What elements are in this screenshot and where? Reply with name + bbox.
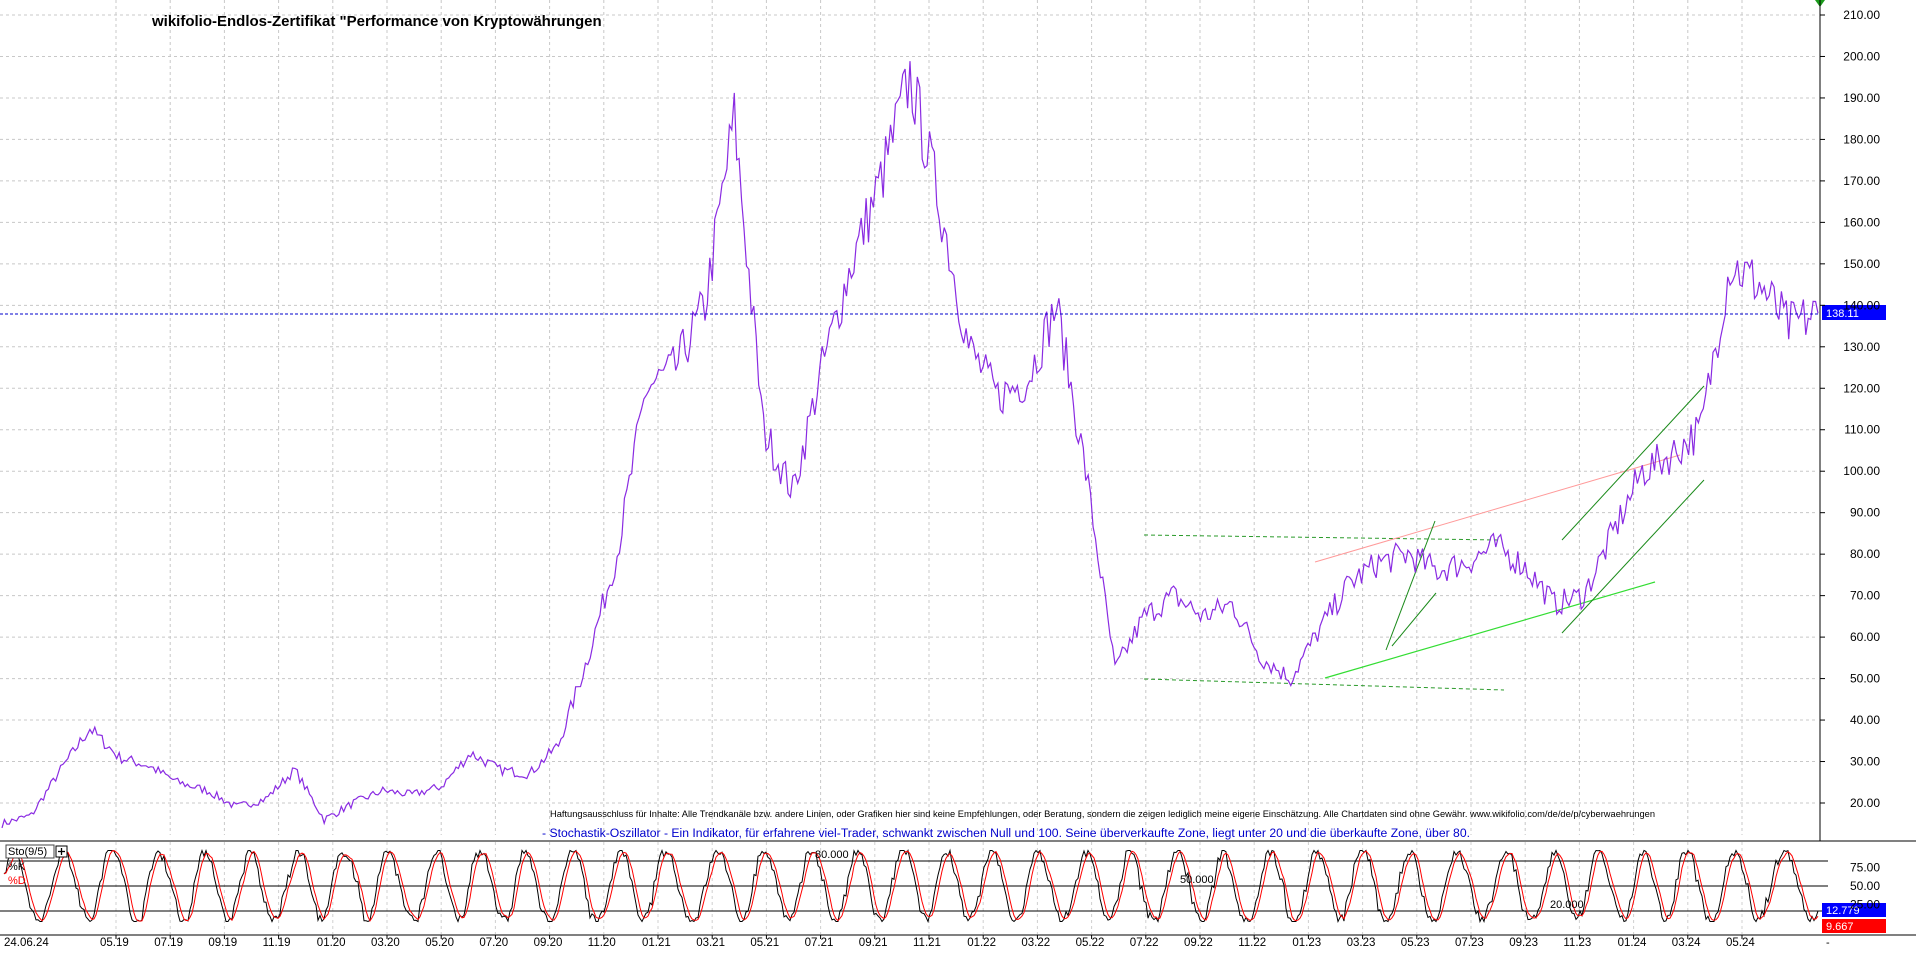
- y-tick-label: 100.00: [1843, 464, 1880, 478]
- x-tick-label: 03.23: [1347, 937, 1376, 948]
- sto-d-value: 9.667: [1826, 921, 1854, 933]
- y-tick-label: 70.00: [1850, 589, 1880, 603]
- sto-k-line: [3, 848, 1819, 924]
- trend-lines: [1143, 385, 1705, 691]
- sto-level-50-label: 50.000: [1180, 874, 1214, 886]
- y-tick-label: 190.00: [1843, 91, 1880, 105]
- stochastic-y-axis: 75.00 50.00 25.00: [1850, 861, 1880, 912]
- x-axis: 24.06.24 05.19 07.19 09.19 11.19 01.20 03.20 05…: [4, 935, 1755, 949]
- x-tick-label: 03.20: [371, 937, 400, 948]
- x-tick-label: 03.24: [1672, 937, 1701, 948]
- x-tick-label: 09.22: [1184, 937, 1213, 948]
- y-tick-label: 170.00: [1843, 174, 1880, 188]
- x-tick-label: 09.19: [208, 937, 237, 948]
- channel-line-b: [1391, 592, 1437, 647]
- x-axis-corner-label: -: [1826, 937, 1830, 948]
- y-tick-label: 80.00: [1850, 547, 1880, 561]
- y-tick-label: 160.00: [1843, 215, 1880, 229]
- plus-box-icon[interactable]: [55, 845, 68, 858]
- x-tick-label: 01.23: [1292, 937, 1321, 948]
- y-tick-label: 180.00: [1843, 132, 1880, 146]
- sto-d-badge: [1822, 919, 1886, 933]
- sto-title-box: [5, 844, 55, 859]
- y-tick-label: 140.00: [1843, 298, 1880, 312]
- y-tick-label: 40.00: [1850, 713, 1880, 727]
- sto-k-value: 12.779: [1826, 905, 1860, 917]
- y-tick-label: 20.00: [1850, 796, 1880, 810]
- x-tick-label: 07.20: [479, 937, 508, 948]
- y-tick-label: 110.00: [1844, 423, 1880, 437]
- sto-k-legend: %K: [8, 861, 26, 873]
- sto-y-tick-label: 50.00: [1850, 879, 1880, 893]
- x-tick-label: 01.21: [642, 937, 671, 948]
- x-tick-label: 01.22: [967, 937, 996, 948]
- x-tick-label: 11.23: [1563, 937, 1591, 948]
- x-tick-label: 11.21: [913, 937, 941, 948]
- y-tick-label: 210.00: [1843, 8, 1880, 22]
- sto-d-line: [3, 850, 1819, 922]
- y-tick-label: 30.00: [1850, 755, 1880, 769]
- x-tick-label: 11.19: [263, 937, 291, 948]
- x-tick-label: 09.21: [859, 937, 888, 948]
- x-tick-label: 11.20: [588, 937, 616, 948]
- disclaimer-text: Haftungsausschluss für Inhalte: Alle Tre…: [550, 809, 1655, 820]
- sto-title: Sto(9/5): [8, 846, 47, 858]
- x-tick-label: 11.22: [1238, 937, 1266, 948]
- channel-line-c: [1561, 385, 1705, 541]
- y-tick-label: 130.00: [1843, 340, 1880, 354]
- sto-level-20-label: 20.000: [1550, 899, 1584, 911]
- y-tick-label: 60.00: [1850, 630, 1880, 644]
- price-pane: wikifolio-Endlos-Zertifikat "Performance…: [0, 0, 1886, 840]
- y-tick-label: 50.00: [1850, 672, 1880, 686]
- x-tick-label: 07.19: [154, 937, 183, 948]
- x-tick-label: 05.20: [425, 937, 454, 948]
- x-tick-label: 05.24: [1726, 937, 1755, 948]
- upper-horizontal-channel-line: [1143, 534, 1501, 541]
- x-tick-label: 05.21: [750, 937, 779, 948]
- stochastic-pane: Sto(9/5) %K %D 80.000 50.000 20.000 12.7…: [0, 844, 1886, 933]
- x-tick-label: 07.23: [1455, 937, 1484, 948]
- y-tick-label: 150.00: [1843, 257, 1880, 271]
- green-support-line: [1324, 581, 1656, 679]
- x-tick-label: 01.20: [317, 937, 346, 948]
- sto-y-tick-label: 75.00: [1850, 861, 1880, 875]
- x-tick-label: 03.22: [1021, 937, 1050, 948]
- y-tick-label: 200.00: [1843, 49, 1880, 63]
- x-tick-label: 05.19: [100, 937, 129, 948]
- y-tick-label: 120.00: [1843, 381, 1880, 395]
- x-tick-label: 09.20: [534, 937, 563, 948]
- x-tick-label: 03.21: [696, 937, 725, 948]
- x-tick-label: 05.23: [1401, 937, 1430, 948]
- x-tick-label: 24.06.24: [4, 937, 49, 948]
- current-value-label: 138.11: [1826, 308, 1859, 320]
- x-tick-label: 05.22: [1076, 937, 1105, 948]
- x-tick-label: 09.23: [1509, 937, 1538, 948]
- price-series-line: [1, 61, 1819, 829]
- stochastic-note-text: - Stochastik-Oszillator - Ein Indikator,…: [542, 828, 1470, 840]
- price-y-axis: 210.00 200.00 190.00 180.00 170.00 160.00 150.…: [1819, 0, 1880, 841]
- sto-y-tick-label: 25.00: [1850, 898, 1880, 912]
- channel-line-a: [1385, 520, 1436, 651]
- pink-trend-line: [1314, 454, 1681, 563]
- current-value-badge: [1822, 305, 1886, 320]
- x-tick-label: 07.22: [1130, 937, 1159, 948]
- chart-title: wikifolio-Endlos-Zertifikat "Performance…: [151, 13, 602, 30]
- sto-level-80-label: 80.000: [815, 849, 849, 861]
- channel-line-d: [1561, 479, 1705, 634]
- sto-d-legend: %D: [8, 875, 26, 887]
- x-tick-label: 07.21: [805, 937, 834, 948]
- y-tick-label: 90.00: [1850, 506, 1880, 520]
- x-tick-label: 01.24: [1618, 937, 1647, 948]
- sto-k-badge: [1822, 903, 1886, 917]
